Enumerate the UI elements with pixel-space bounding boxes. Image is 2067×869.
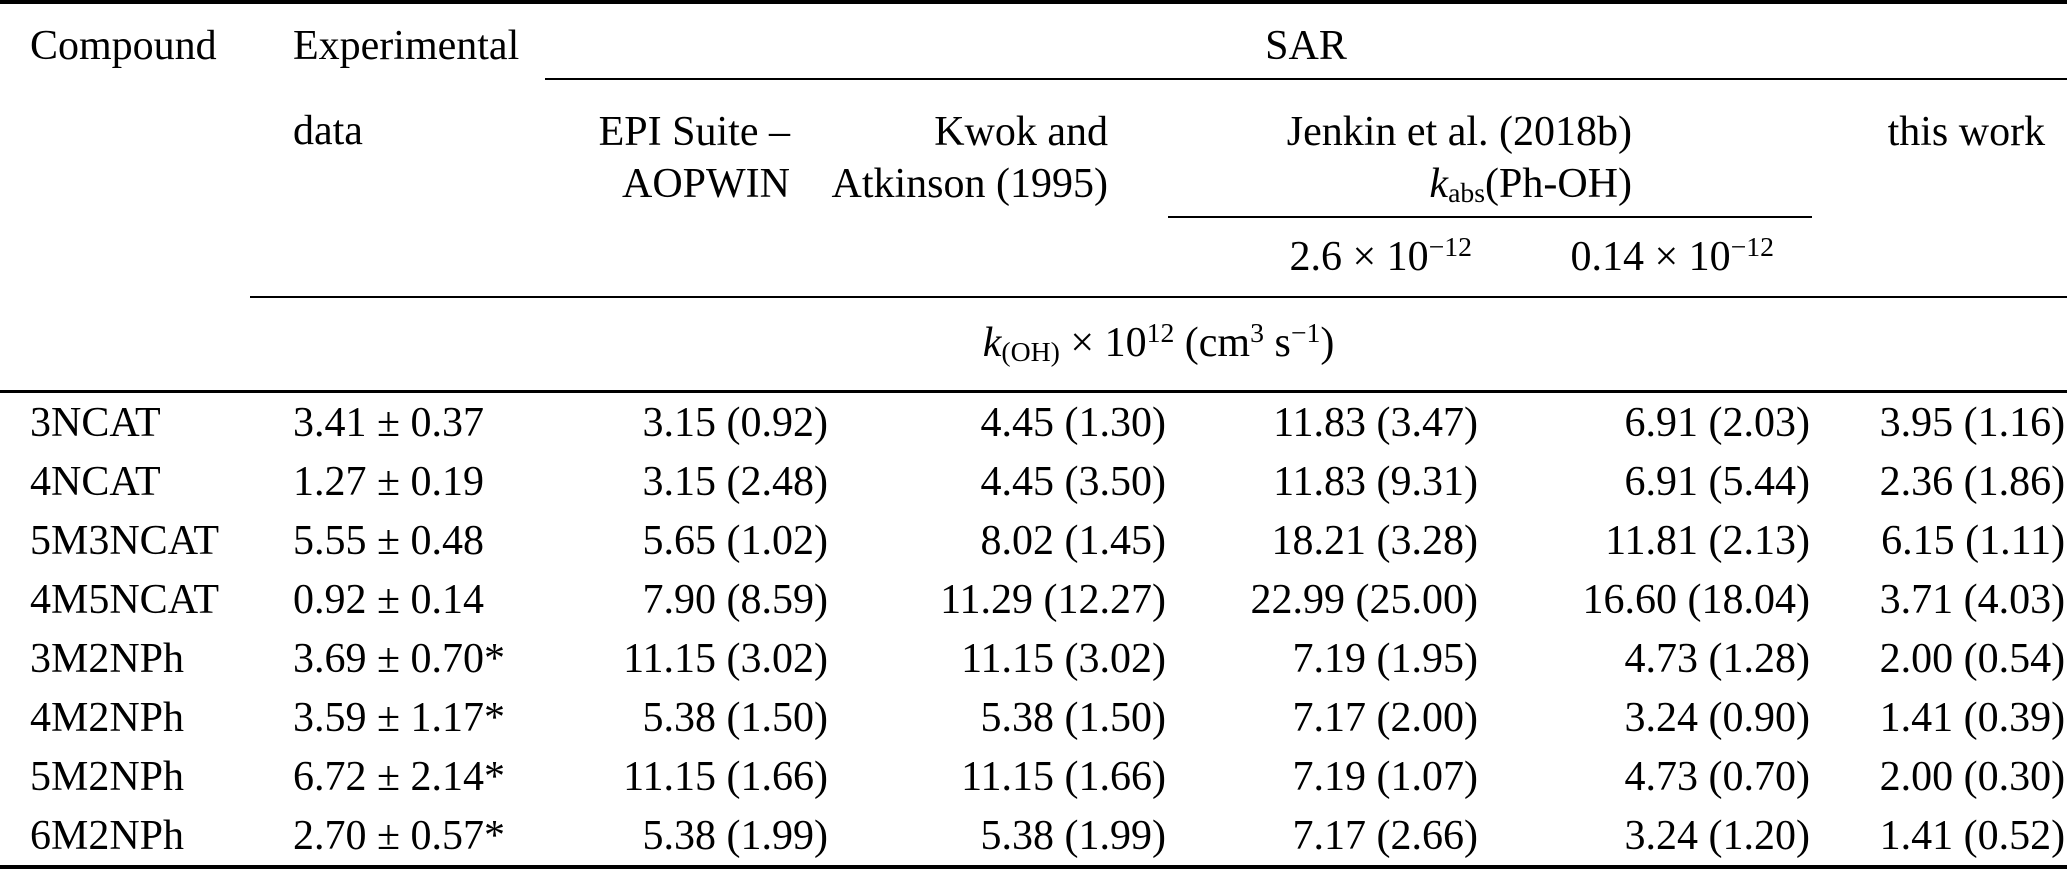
- header-row-1: Compound Experimental SAR: [0, 2, 2067, 80]
- header-jenkin-sub1: 2.6 × 10−12: [1289, 231, 1472, 280]
- cell-jenkin-0-14: 4.73 (1.28): [1624, 635, 1810, 682]
- cell-compound: 5M3NCAT: [30, 517, 220, 564]
- header-row-3: 2.6 × 10−12 0.14 × 10−12: [0, 217, 2067, 297]
- cell-compound: 4M5NCAT: [30, 576, 220, 623]
- cell-kwok-atkinson: 5.38 (1.50): [980, 694, 1166, 741]
- spacer-cell: [1812, 217, 2067, 297]
- cell-epi-aopwin: 5.65 (1.02): [642, 517, 828, 564]
- cell-kwok-atkinson: 8.02 (1.45): [980, 517, 1166, 564]
- cell-kwok-atkinson: 11.15 (1.66): [961, 753, 1166, 800]
- header-row-2: data EPI Suite – AOPWIN Kwok and Atkinso…: [0, 79, 2067, 218]
- cell-this-work: 2.36 (1.86): [1879, 458, 2066, 505]
- spacer-cell: [830, 217, 1168, 297]
- cell-this-work: 2.00 (0.30): [1879, 753, 2066, 800]
- cell-experimental: 3.69 ± 0.70*: [293, 635, 506, 682]
- header-epi-line1: EPI Suite –: [598, 109, 790, 155]
- header-jenkin-line2: kabs(Ph-OH): [1429, 161, 1632, 208]
- cell-experimental: 2.70 ± 0.57*: [293, 812, 506, 859]
- cell-jenkin-0-14: 6.91 (2.03): [1624, 399, 1810, 446]
- cell-kwok-atkinson: 11.15 (3.02): [961, 635, 1166, 682]
- cell-jenkin-0-14: 6.91 (5.44): [1624, 458, 1810, 505]
- table-row: 4M2NPh 3.59 ± 1.17* 5.38 (1.50) 5.38 (1.…: [0, 688, 2067, 747]
- table-row: 3M2NPh 3.69 ± 0.70* 11.15 (3.02) 11.15 (…: [0, 629, 2067, 688]
- cell-jenkin-0-14: 3.24 (1.20): [1624, 812, 1810, 859]
- cell-this-work: 2.00 (0.54): [1879, 635, 2066, 682]
- spacer-cell: [0, 79, 250, 217]
- header-kwok-atkinson: Kwok and Atkinson (1995): [830, 79, 1168, 217]
- header-epi-line2: AOPWIN: [622, 161, 790, 207]
- cell-compound: 4NCAT: [30, 458, 161, 505]
- cell-jenkin-0-14: 11.81 (2.13): [1605, 517, 1810, 564]
- header-experimental-line1: Experimental: [293, 23, 520, 69]
- cell-jenkin-2-6: 11.83 (3.47): [1273, 399, 1478, 446]
- header-jenkin-group: Jenkin et al. (2018b) kabs(Ph-OH): [1168, 79, 1812, 218]
- spacer-cell: [0, 217, 250, 297]
- table-row: 4NCAT 1.27 ± 0.19 3.15 (2.48) 4.45 (3.50…: [0, 452, 2067, 511]
- cell-experimental: 3.41 ± 0.37: [293, 399, 485, 446]
- cell-compound: 3M2NPh: [30, 635, 185, 682]
- cell-compound: 4M2NPh: [30, 694, 185, 741]
- cell-epi-aopwin: 3.15 (2.48): [642, 458, 828, 505]
- spacer-cell: [0, 297, 250, 393]
- cell-kwok-atkinson: 4.45 (1.30): [980, 399, 1166, 446]
- cell-kwok-atkinson: 4.45 (3.50): [980, 458, 1166, 505]
- cell-experimental: 3.59 ± 1.17*: [293, 694, 506, 741]
- cell-compound: 6M2NPh: [30, 812, 185, 859]
- table-row: 6M2NPh 2.70 ± 0.57* 5.38 (1.99) 5.38 (1.…: [0, 806, 2067, 867]
- cell-jenkin-2-6: 7.17 (2.00): [1292, 694, 1478, 741]
- cell-epi-aopwin: 11.15 (3.02): [623, 635, 828, 682]
- cell-epi-aopwin: 3.15 (0.92): [642, 399, 828, 446]
- table-row: 3NCAT 3.41 ± 0.37 3.15 (0.92) 4.45 (1.30…: [0, 392, 2067, 453]
- cell-experimental: 0.92 ± 0.14: [293, 576, 485, 623]
- cell-epi-aopwin: 5.38 (1.50): [642, 694, 828, 741]
- cell-compound: 3NCAT: [30, 399, 161, 446]
- cell-this-work: 1.41 (0.39): [1879, 694, 2066, 741]
- cell-jenkin-0-14: 3.24 (0.90): [1624, 694, 1810, 741]
- table-row: 5M3NCAT 5.55 ± 0.48 5.65 (1.02) 8.02 (1.…: [0, 511, 2067, 570]
- cell-jenkin-2-6: 7.19 (1.95): [1292, 635, 1478, 682]
- cell-kwok-atkinson: 5.38 (1.99): [980, 812, 1166, 859]
- cell-this-work: 3.95 (1.16): [1879, 399, 2066, 446]
- cell-epi-aopwin: 11.15 (1.66): [623, 753, 828, 800]
- cell-compound: 5M2NPh: [30, 753, 185, 800]
- header-jenkin-line1: Jenkin et al. (2018b): [1286, 109, 1632, 155]
- header-jenkin-sub2: 0.14 × 10−12: [1570, 231, 1774, 280]
- header-experimental-line2: data: [293, 108, 363, 154]
- header-kwok-line1: Kwok and: [934, 109, 1108, 155]
- cell-jenkin-0-14: 4.73 (0.70): [1624, 753, 1810, 800]
- cell-jenkin-2-6: 18.21 (3.28): [1271, 517, 1478, 564]
- cell-this-work: 6.15 (1.11): [1881, 517, 2066, 564]
- cell-jenkin-2-6: 7.19 (1.07): [1292, 753, 1478, 800]
- header-epi-aopwin: EPI Suite – AOPWIN: [545, 79, 830, 217]
- cell-jenkin-2-6: 22.99 (25.00): [1250, 576, 1478, 623]
- cell-jenkin-2-6: 7.17 (2.66): [1292, 812, 1478, 859]
- cell-this-work: 1.41 (0.52): [1879, 812, 2066, 859]
- units-row: k(OH) × 1012 (cm3 s−1): [0, 296, 2067, 393]
- spacer-cell: [545, 217, 830, 297]
- cell-experimental: 1.27 ± 0.19: [293, 458, 485, 505]
- cell-kwok-atkinson: 11.29 (12.27): [940, 576, 1166, 623]
- cell-epi-aopwin: 5.38 (1.99): [642, 812, 828, 859]
- cell-this-work: 3.71 (4.03): [1879, 576, 2066, 623]
- header-kwok-line2: Atkinson (1995): [831, 161, 1109, 207]
- header-compound: Compound: [30, 23, 217, 69]
- cell-experimental: 6.72 ± 2.14*: [293, 753, 506, 800]
- cell-jenkin-0-14: 16.60 (18.04): [1582, 576, 1810, 623]
- spacer-cell: [250, 217, 545, 297]
- cell-epi-aopwin: 7.90 (8.59): [642, 576, 828, 623]
- header-sar-group: SAR: [545, 2, 2067, 80]
- cell-jenkin-2-6: 11.83 (9.31): [1273, 458, 1478, 505]
- table-row: 4M5NCAT 0.92 ± 0.14 7.90 (8.59) 11.29 (1…: [0, 570, 2067, 629]
- cell-experimental: 5.55 ± 0.48: [293, 517, 485, 564]
- table-row: 5M2NPh 6.72 ± 2.14* 11.15 (1.66) 11.15 (…: [0, 747, 2067, 806]
- units-header: k(OH) × 1012 (cm3 s−1): [250, 296, 2067, 393]
- header-this-work: this work: [1887, 109, 2046, 155]
